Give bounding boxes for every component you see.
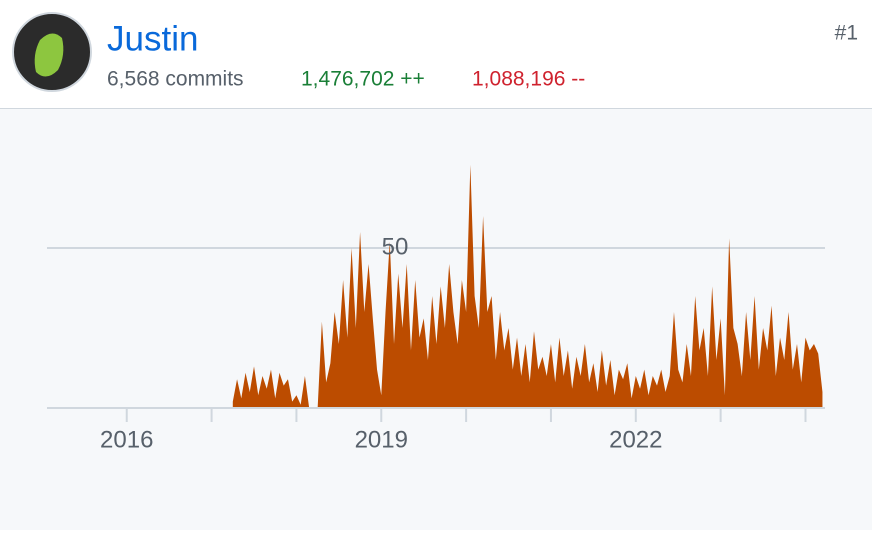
commits: 6,568 commits (107, 68, 244, 91)
x-tick-label: 2022 (609, 426, 662, 453)
area (232, 164, 823, 408)
avatar-shape (34, 33, 64, 77)
deletions: 1,088,196 -- (472, 68, 585, 91)
x-tick-label: 2019 (355, 426, 408, 453)
avatar[interactable] (12, 12, 92, 92)
additions: 1,476,702 ++ (301, 68, 425, 91)
y-tick-label: 50 (382, 233, 409, 260)
header-bg (0, 0, 872, 108)
user-name[interactable]: Justin (107, 19, 198, 58)
rank: #1 (835, 22, 858, 45)
x-tick-label: 2016 (100, 426, 153, 453)
